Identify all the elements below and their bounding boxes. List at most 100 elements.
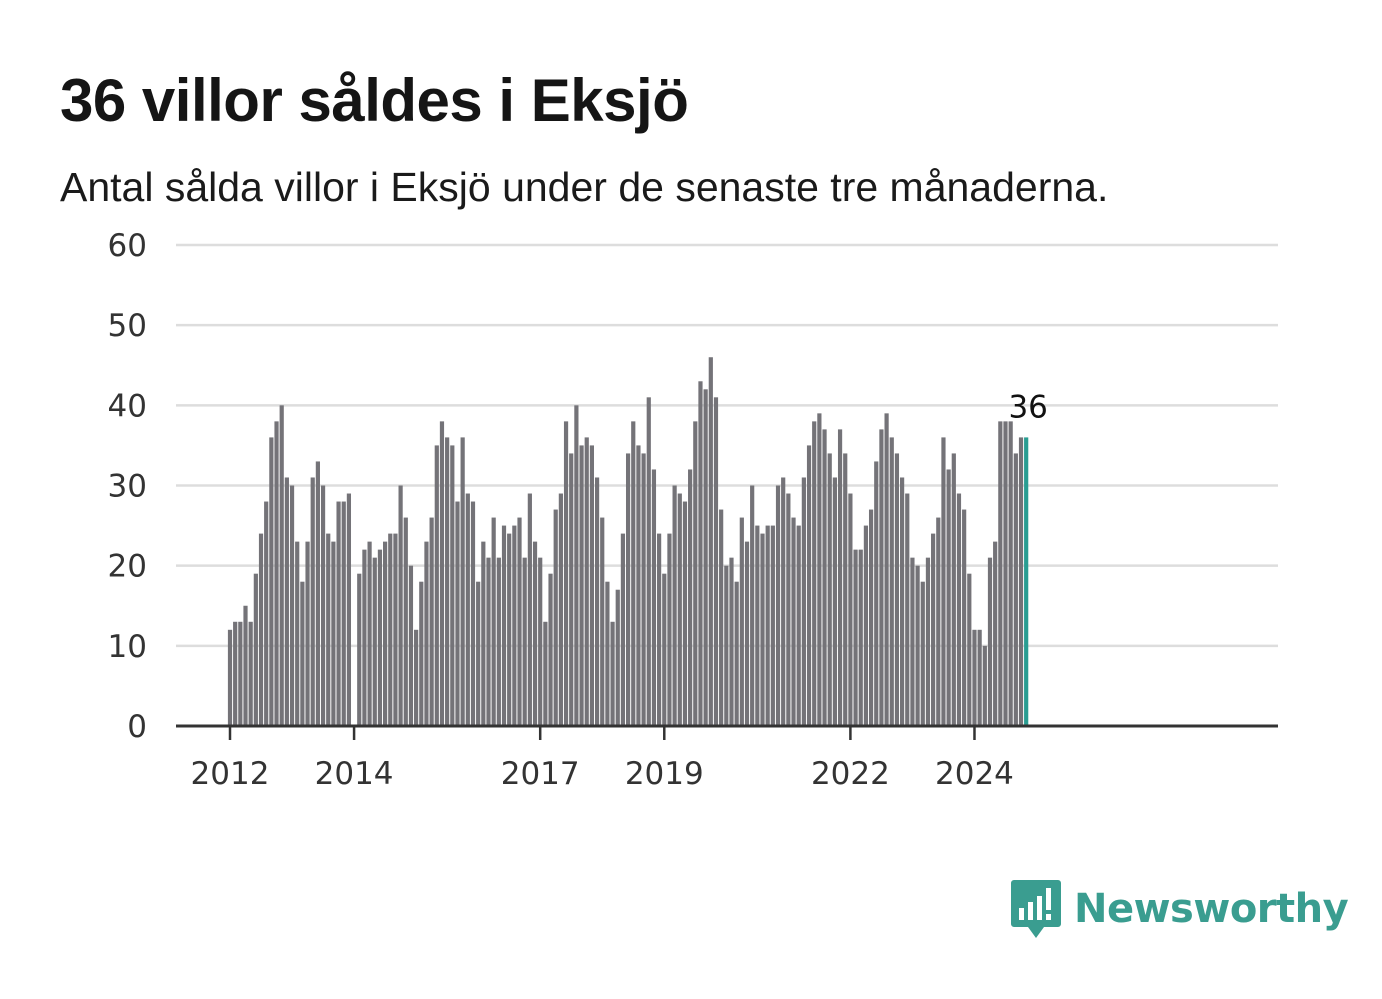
bar (600, 517, 605, 726)
bar (1003, 421, 1008, 726)
bar (367, 541, 372, 726)
bar (605, 581, 610, 726)
bar (414, 629, 419, 726)
bar (357, 573, 362, 726)
bar (750, 485, 755, 726)
bar (527, 493, 532, 726)
y-tick-label: 10 (108, 629, 147, 665)
bar (765, 525, 770, 726)
bar (403, 517, 408, 726)
bar (951, 453, 956, 726)
bar (853, 549, 858, 726)
bar (320, 485, 326, 726)
bar (641, 453, 646, 726)
bar (879, 429, 884, 726)
bar (248, 621, 253, 726)
bar (227, 629, 233, 726)
bar (512, 525, 517, 726)
bars (227, 357, 1029, 726)
bar (910, 557, 915, 726)
x-tick-label: 2024 (935, 756, 1014, 792)
bar (946, 469, 951, 726)
bar (538, 557, 543, 726)
bar (408, 565, 414, 726)
bar (982, 645, 987, 726)
bar (734, 581, 739, 726)
bar (470, 501, 476, 726)
bar (868, 509, 874, 726)
bar (284, 477, 289, 726)
bar (657, 533, 662, 726)
bar (682, 501, 688, 726)
bar (377, 549, 383, 726)
bar (372, 557, 377, 726)
bar (501, 525, 507, 726)
bar (522, 557, 527, 726)
bar (233, 621, 238, 726)
bar (967, 573, 972, 726)
bar (703, 389, 708, 726)
bar (419, 581, 424, 726)
bar (615, 589, 620, 726)
bar (698, 381, 703, 726)
bar (336, 501, 341, 726)
bar (543, 621, 548, 726)
bar (936, 517, 941, 726)
bar (993, 541, 998, 726)
bar (667, 533, 672, 726)
bar (744, 541, 750, 726)
bar (791, 517, 796, 726)
bar (460, 437, 465, 726)
highlighted-bar (1024, 437, 1029, 726)
bar (310, 477, 315, 726)
bar (589, 445, 594, 726)
bar (817, 413, 822, 726)
bar (548, 573, 553, 726)
bar (341, 501, 346, 726)
bar (858, 549, 863, 726)
bar-chart: 0 10 20 30 40 50 60 2012 2014 2017 2019 2022 2024 36 (108, 228, 1278, 792)
bar (429, 517, 434, 726)
bar (786, 493, 791, 726)
bar (289, 485, 295, 726)
y-tick-label: 30 (108, 469, 147, 505)
bar (631, 421, 636, 726)
bar (962, 509, 967, 726)
bar (362, 549, 367, 726)
bar (434, 445, 439, 726)
bar (243, 605, 248, 726)
bar (693, 421, 698, 726)
x-tick-label: 2019 (625, 756, 704, 792)
bar (326, 533, 331, 726)
bar (977, 629, 982, 726)
bar (507, 533, 512, 726)
bar (925, 557, 931, 726)
bar (894, 453, 900, 726)
bar (889, 437, 894, 726)
x-tick-label: 2012 (191, 756, 270, 792)
bar (465, 493, 470, 726)
bar (346, 493, 352, 726)
bar (905, 493, 910, 726)
y-tick-label: 40 (108, 388, 147, 424)
bar (388, 533, 393, 726)
bar (620, 533, 626, 726)
brand-logo: Newsworthy (1010, 878, 1349, 940)
newsworthy-chart-icon (1011, 880, 1061, 938)
x-tick-label: 2017 (501, 756, 580, 792)
bar (455, 501, 460, 726)
bar (848, 493, 853, 726)
y-tick-label: 0 (127, 709, 147, 745)
x-tick-label: 2022 (811, 756, 890, 792)
bar (863, 525, 869, 726)
bar (496, 557, 501, 726)
bar (424, 541, 429, 726)
bar (569, 453, 574, 726)
bar (781, 477, 786, 726)
bar (837, 429, 843, 726)
bar (517, 517, 522, 726)
bar (931, 533, 936, 726)
bar (579, 445, 584, 726)
bar (812, 421, 817, 726)
bar (874, 461, 879, 726)
